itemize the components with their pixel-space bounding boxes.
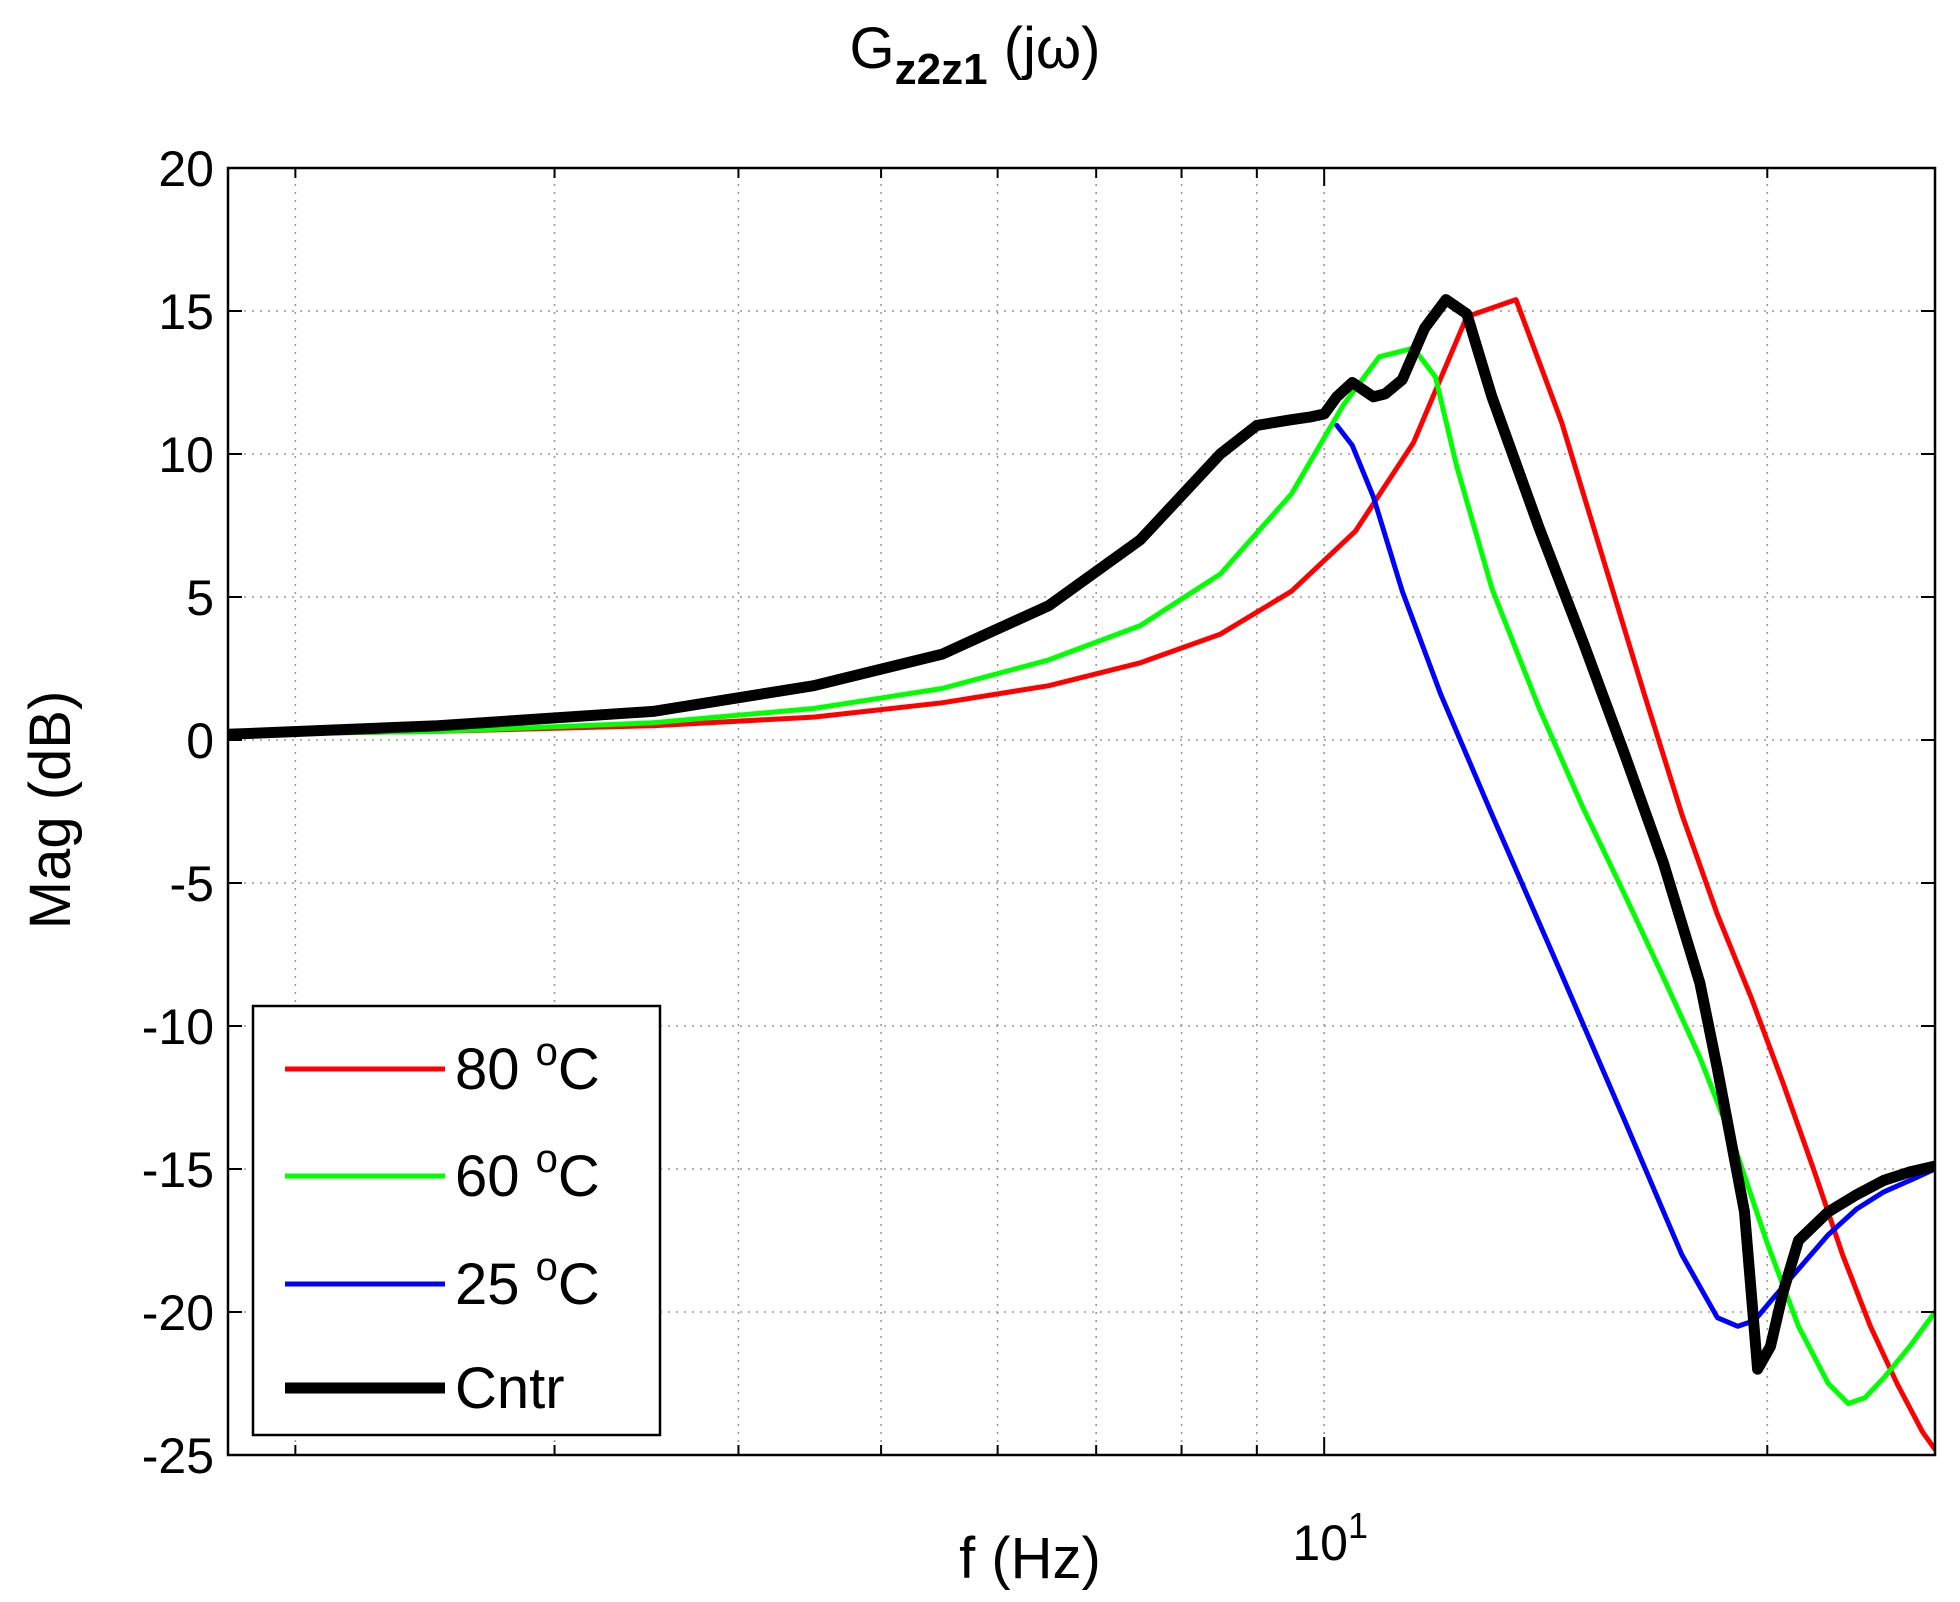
plot-area-frame	[226, 166, 1937, 1457]
y-tick-label: 20	[158, 141, 214, 197]
legend-label-degree: o	[536, 1030, 558, 1074]
y-axis-label: Mag (dB)	[18, 691, 83, 930]
chart-title-subscript: z2z1	[895, 45, 988, 94]
series-line-cntr	[228, 294, 1935, 1375]
chart-title-main: G	[850, 16, 895, 81]
x-axis-label: f (Hz)	[959, 1526, 1101, 1591]
data-layer	[228, 294, 1935, 1452]
legend-label-unit: C	[558, 1037, 600, 1102]
x-tick-label-10: 101	[1292, 1505, 1368, 1571]
y-tick-label: -25	[142, 1428, 214, 1484]
y-tick-label: -10	[142, 999, 214, 1055]
legend-label-60-c: 60 oC	[455, 1137, 600, 1209]
legend-label-text: 80	[455, 1037, 536, 1102]
chart-title-suffix: (jω)	[988, 16, 1101, 81]
legend-label-80-c: 80 oC	[455, 1030, 600, 1102]
legend-label-text: Cntr	[455, 1356, 565, 1421]
series-line-80-c	[228, 297, 1935, 1452]
series-line-25-c	[1334, 422, 1935, 1329]
legend-label-text: 25	[455, 1252, 536, 1317]
x-tick-label-exponent: 1	[1348, 1505, 1368, 1546]
x-tick-label-base: 10	[1292, 1515, 1348, 1571]
y-tick-label: -15	[142, 1142, 214, 1198]
y-tick-label: -20	[142, 1285, 214, 1341]
legend-label-unit: C	[558, 1252, 600, 1317]
legend-label-25-c: 25 oC	[455, 1245, 600, 1317]
y-tick-label: 15	[158, 284, 214, 340]
y-tick-label: -5	[170, 856, 214, 912]
legend-label-unit: C	[558, 1144, 600, 1209]
y-tick-label: 10	[158, 427, 214, 483]
tick-layer: 20 15 10 5 0 -5 -10 -15 -20 -25	[142, 141, 1935, 1484]
legend-label-text: 60	[455, 1144, 536, 1209]
series-line-60-c	[228, 345, 1935, 1406]
legend-box	[251, 1004, 662, 1437]
y-tick-label: 5	[186, 570, 214, 626]
legend-label-degree: o	[536, 1245, 558, 1289]
y-tick-label: 0	[186, 713, 214, 769]
legend-label-degree: o	[536, 1137, 558, 1181]
legend-label-cntr: Cntr	[455, 1356, 565, 1421]
chart-title: Gz2z1 (jω)	[850, 16, 1101, 94]
